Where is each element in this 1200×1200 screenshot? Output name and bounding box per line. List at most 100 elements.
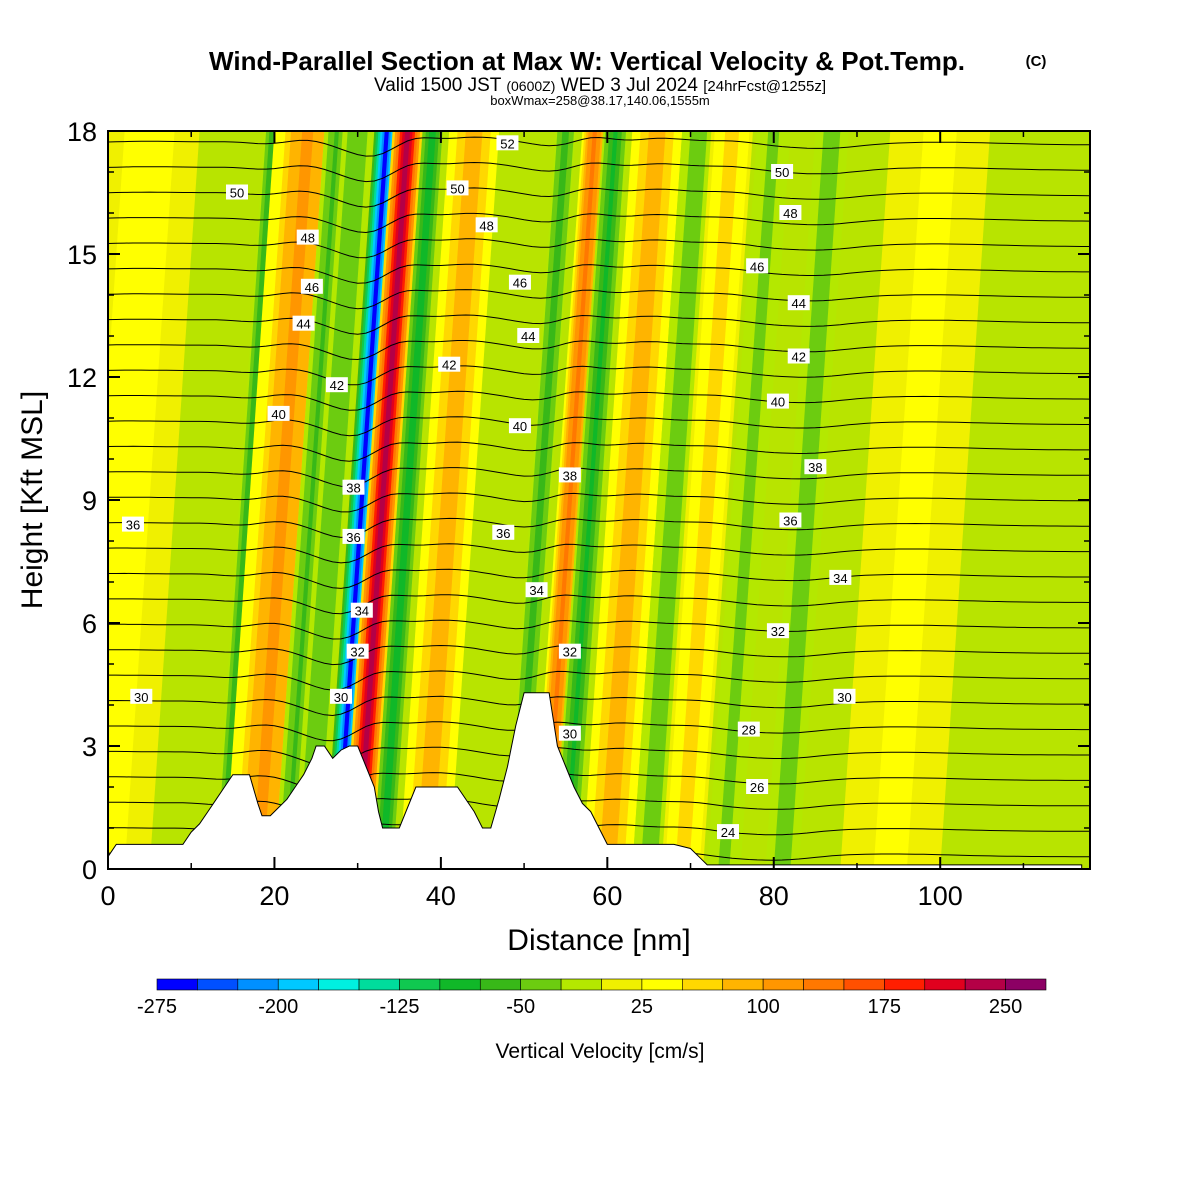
colorbar-swatch [520,978,562,991]
contour-label: 30 [563,727,577,742]
colorbar-tick-label: -125 [379,996,419,1018]
colorbar-swatch [197,978,239,991]
contour-label: 30 [134,690,148,705]
y-axis-label: Height [Kft MSL] [16,391,49,609]
y-tick-label: 18 [67,117,97,147]
contour-label-bg [475,217,498,233]
contour-label-bg [342,528,365,544]
contour-label-bg [716,824,739,840]
contour-label: 52 [500,136,514,151]
contour-label-bg [292,315,315,331]
contour-label: 34 [529,583,543,598]
contour-label-bg [804,459,827,475]
contour-label-bg [766,623,789,639]
contour-label: 34 [355,604,369,619]
contour-label: 40 [271,407,285,422]
velocity-band-17 [881,131,949,869]
contour-label: 50 [775,165,789,180]
colorbar-swatch [318,978,360,991]
contour-label-bg [438,356,461,372]
contour-label: 44 [521,329,535,344]
velocity-band-0 [108,131,158,869]
colorbar-swatch [884,978,926,991]
contour-label: 48 [300,231,314,246]
contour-label-bg [525,582,548,598]
theta-contour-line [108,619,1090,640]
contour-label: 36 [126,518,140,533]
theta-contour-line [108,644,1090,666]
contour-label: 40 [771,395,785,410]
valid-utc: (0600Z) [506,78,555,94]
contour-label-bg [496,135,519,151]
valid-date: WED 3 Jul 2024 [561,75,699,96]
contour-label-bg [737,721,760,737]
velocity-band-3 [284,131,339,869]
contour-label: 36 [496,526,510,541]
colorbar-swatch [156,978,198,991]
theta-contour-line [108,340,1090,361]
contour-label: 42 [330,378,344,393]
contour-label: 38 [808,460,822,475]
contour-label: 36 [346,530,360,545]
y-tick-label: 0 [82,855,97,885]
contour-label-bg [296,229,319,245]
colorbar-swatch [560,978,602,991]
theta-contour-line [108,746,1090,767]
contour-label: 30 [837,690,851,705]
theta-contour-line [108,365,1090,386]
colorbar-swatch [358,978,400,991]
x-tick-label: 60 [592,881,622,911]
colorbar-swatch [1005,978,1047,991]
contour-label: 32 [350,645,364,660]
contour-label-bg [325,377,348,393]
theta-contour-line [108,314,1090,335]
colorbar-tick-label: -200 [258,996,298,1018]
colorbar-swatch [439,978,481,991]
contour-label-bg [558,467,581,483]
contour-label: 24 [721,825,735,840]
contour-label-bg [833,688,856,704]
theta-contour-line [108,772,1090,793]
contour-label-bg [766,393,789,409]
contour-labels: 50 50 52 50 48 48 48 46 46 46 44 44 44 42 42 42 40 40 40 38… [121,135,856,840]
y-tick-label: 9 [82,486,97,516]
contour-label-bg [350,602,373,618]
colorbar-tick-label: 100 [746,996,779,1018]
colorbar: -275 -200 -125 -50 25 100 175 250 [137,978,1047,1018]
x-axis-label: Distance [nm] [507,924,690,957]
contour-label-bg [746,258,769,274]
contour-label-bg [771,164,794,179]
contour-label: 50 [230,186,244,201]
contour-label: 30 [334,690,348,705]
contour-label-bg [558,725,581,741]
colorbar-swatch [641,978,683,991]
valid-time-subtitle: Valid 1500 JST (0600Z) WED 3 Jul 2024 [2… [374,75,826,96]
y-tick-label: 3 [82,732,97,762]
theta-contour-line [108,212,1090,234]
chart-title: Wind-Parallel Section at Max W: Vertical… [209,46,965,76]
contour-label-bg [558,643,581,659]
velocity-band-13 [646,131,702,869]
contour-label-bg [330,688,353,704]
velocity-band-5 [334,131,389,869]
valid-prefix: Valid 1500 JST [374,75,502,96]
velocity-band-14 [678,131,736,869]
theta-contour-line [108,492,1090,513]
theta-contour-line [108,289,1090,310]
theta-contour-line [108,390,1090,411]
x-tick-label: 100 [918,881,963,911]
colorbar-tick-label: 250 [989,996,1022,1018]
theta-contour-line [108,568,1090,589]
colorbar-swatch [601,978,643,991]
colorbar-swatch [399,978,441,991]
colorbar-label: Vertical Velocity [cm/s] [496,1040,705,1063]
theta-contour-line [108,797,1090,818]
box-info: boxWmax=258@38.17,140.06,1555m [490,93,710,108]
theta-contour-line [108,161,1090,183]
colorbar-tick-label: 175 [868,996,901,1018]
colorbar-swatch [762,978,804,991]
contour-label: 28 [742,723,756,738]
contour-label-bg [130,688,153,704]
y-tick-label: 15 [67,240,97,270]
